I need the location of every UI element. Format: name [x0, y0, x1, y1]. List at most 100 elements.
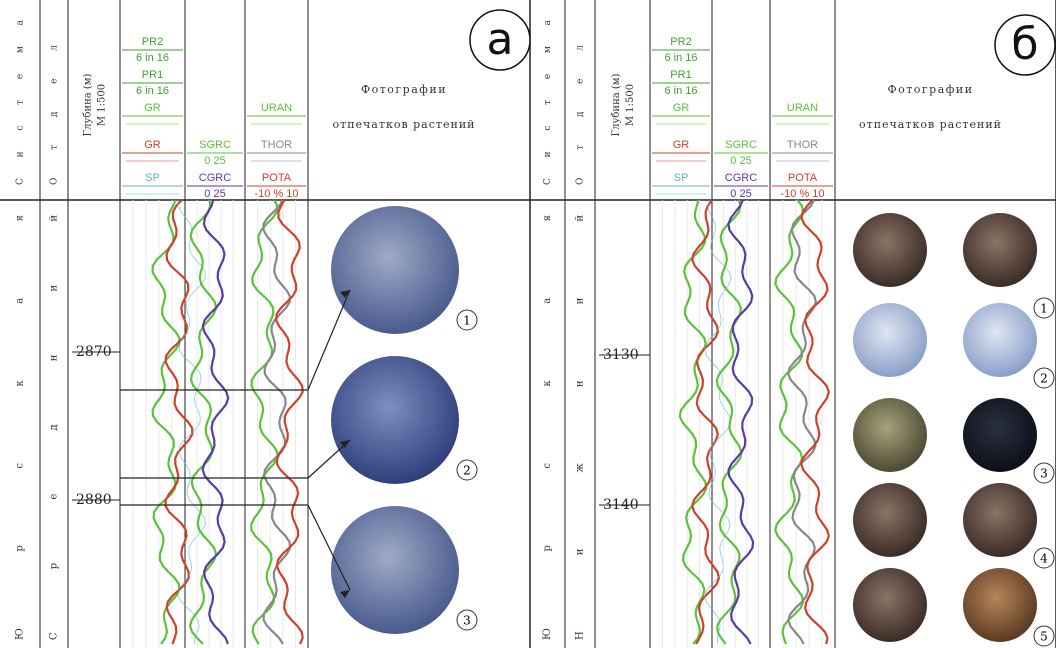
curve-scale: 0 25	[204, 188, 225, 200]
curve-name: URAN	[787, 102, 818, 114]
depth-label: 2870	[76, 344, 112, 360]
curve-name: PR2	[670, 36, 691, 48]
photo	[331, 506, 459, 634]
photo-number: 5	[1040, 630, 1048, 644]
number-badge	[1033, 297, 1055, 319]
photo-header: отпечатков растений	[332, 118, 475, 131]
vertical-label: Отдел	[50, 45, 60, 185]
log-curve	[164, 199, 194, 645]
arrow-head	[340, 590, 350, 598]
number-badge	[456, 309, 478, 331]
curve-scale: -10 % 10	[254, 188, 298, 200]
curve-scale: 0 25	[204, 155, 225, 167]
log-curve	[151, 199, 181, 645]
log-curve	[262, 199, 292, 645]
number-badge	[456, 609, 478, 631]
log-curve	[201, 199, 230, 645]
curve-scale: -10 % 10	[780, 188, 824, 200]
curve-name: GR	[673, 102, 690, 114]
photo	[963, 303, 1037, 377]
curve-name: PR1	[142, 69, 163, 81]
vertical-label: Отдел	[576, 45, 586, 185]
photo-number: 4	[1040, 552, 1048, 566]
curve-scale: 0 25	[730, 155, 751, 167]
photo	[963, 213, 1037, 287]
vertical-label: Юрская	[542, 215, 553, 640]
arrow-line	[307, 289, 351, 391]
curve-scale: 6 in 16	[664, 85, 697, 97]
log-curve	[678, 199, 708, 645]
photo-header: Фотографии	[361, 83, 447, 96]
photo	[963, 398, 1037, 472]
vertical-label: Система	[16, 19, 26, 185]
vertical-label: Средний	[49, 215, 60, 640]
number-badge	[1033, 625, 1055, 647]
photo	[963, 483, 1037, 557]
vertical-label: Нижний	[575, 215, 586, 640]
photo	[853, 398, 927, 472]
number-badge	[456, 459, 478, 481]
curve-name: PR2	[142, 36, 163, 48]
curve-name: THOR	[787, 139, 818, 151]
photo-number: 1	[463, 314, 471, 328]
log-curve	[715, 199, 743, 645]
vertical-label: Юрская	[15, 215, 26, 640]
photo-header: Фотографии	[887, 83, 973, 96]
curve-name: GR	[144, 102, 161, 114]
curve-name: THOR	[261, 139, 292, 151]
photo-number: 3	[1040, 467, 1048, 481]
photo	[853, 213, 927, 287]
arrow-head	[340, 290, 350, 298]
curve-name: PR1	[670, 69, 691, 81]
arrow-head	[340, 440, 350, 448]
log-curve	[787, 199, 818, 645]
curve-name: CGRC	[725, 172, 757, 184]
curve-scale: 6 in 16	[136, 52, 169, 64]
photo	[853, 303, 927, 377]
curve-name: GR	[144, 139, 161, 151]
curve-name: POTA	[788, 172, 818, 184]
photo	[331, 356, 459, 484]
curve-name: CGRC	[199, 172, 231, 184]
curve-name: SGRC	[725, 139, 757, 151]
vertical-label: М 1:500	[97, 84, 108, 126]
curve-scale: 6 in 16	[664, 52, 697, 64]
panel-label: б	[1011, 19, 1038, 70]
panel-badge	[994, 14, 1056, 76]
log-curve	[800, 199, 830, 645]
curve-name: GR	[673, 139, 690, 151]
curve-name: SGRC	[199, 139, 231, 151]
number-badge	[1033, 367, 1055, 389]
depth-label: 3140	[603, 497, 639, 513]
panel-badge	[469, 9, 531, 71]
photo	[853, 568, 927, 642]
curve-scale: 0 25	[730, 188, 751, 200]
depth-label: 2880	[76, 492, 112, 508]
photo-number: 1	[1040, 302, 1048, 316]
photo-number: 2	[463, 464, 471, 478]
arrow-line	[307, 439, 351, 479]
panel-label: а	[487, 14, 514, 65]
log-curve	[691, 199, 721, 645]
log-curve	[250, 199, 279, 645]
photo	[963, 568, 1037, 642]
log-curve	[704, 199, 732, 645]
curve-scale: 6 in 16	[136, 85, 169, 97]
curve-name: URAN	[261, 102, 292, 114]
photo-number: 2	[1040, 372, 1048, 386]
number-badge	[1033, 547, 1055, 569]
curve-name: SP	[674, 172, 689, 184]
log-curve	[774, 199, 805, 645]
vertical-label: Глубина (м)	[83, 73, 94, 136]
vertical-label: Система	[543, 19, 553, 185]
vertical-label: М 1:500	[625, 84, 636, 126]
log-curve	[274, 199, 304, 645]
number-badge	[1033, 462, 1055, 484]
depth-label: 3130	[603, 347, 639, 363]
photo	[331, 206, 459, 334]
log-curve	[188, 199, 218, 645]
vertical-label: Глубина (м)	[611, 73, 622, 136]
photo	[853, 483, 927, 557]
photo-number: 3	[463, 614, 471, 628]
